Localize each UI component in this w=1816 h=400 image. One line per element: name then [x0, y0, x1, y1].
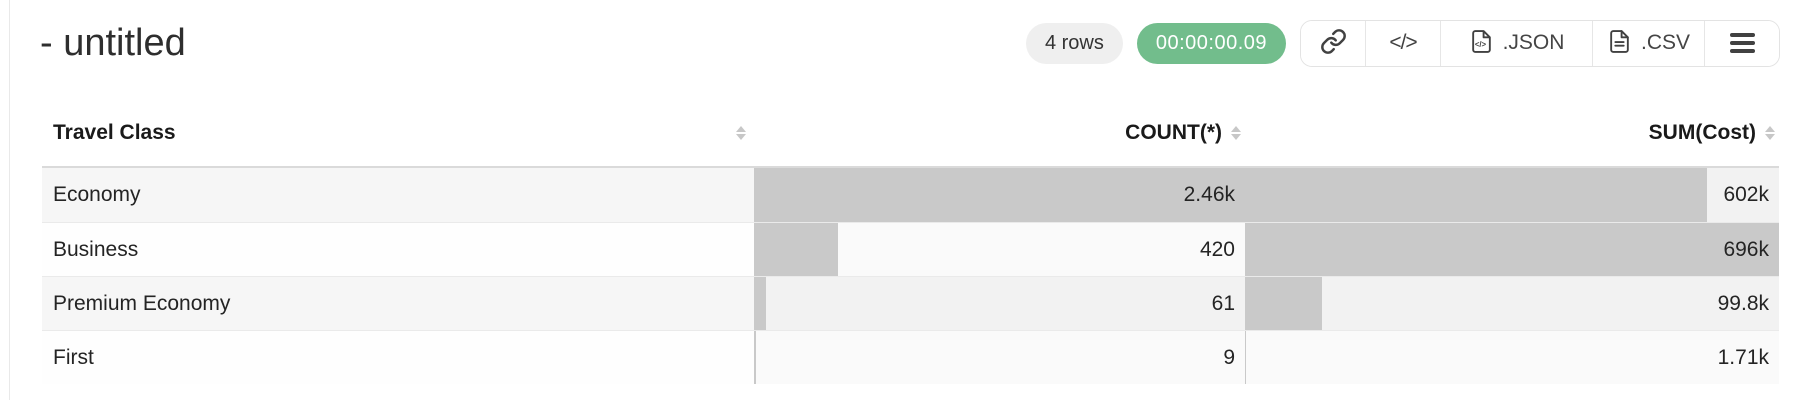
count-cell[interactable]: 9	[754, 331, 1245, 384]
count-data-bar	[754, 331, 756, 384]
export-button-group: </> </> .JSON	[1300, 19, 1780, 67]
copy-link-button[interactable]	[1301, 20, 1365, 66]
count-value: 2.46k	[1183, 183, 1235, 206]
sum-cost-cell[interactable]: 696k	[1245, 223, 1779, 276]
count-data-bar	[754, 277, 767, 330]
sum-cost-value: 696k	[1723, 237, 1769, 261]
table-row[interactable]: Economy 2.46k 602k	[42, 168, 1779, 222]
table-header-row: Travel Class COUNT(*) SUM(Cost)	[42, 100, 1779, 168]
top-bar: - untitled 4 rows 00:00:00.09 </>	[40, 17, 1780, 69]
sum-cost-value: 602k	[1723, 183, 1769, 206]
sum-cost-data-bar	[1245, 168, 1707, 222]
table-row[interactable]: Premium Economy 61 99.8k	[42, 276, 1779, 330]
row-count-badge: 4 rows	[1025, 22, 1123, 64]
table-body: Economy 2.46k 602k Business 420 696k Pre…	[42, 168, 1779, 384]
sum-cost-data-bar	[1245, 331, 1247, 384]
count-data-bar	[754, 223, 838, 276]
sum-cost-value: 99.8k	[1717, 291, 1769, 315]
table-row[interactable]: Business 420 696k	[42, 222, 1779, 276]
sum-cost-cell[interactable]: 99.8k	[1245, 277, 1779, 330]
query-duration-badge: 00:00:00.09	[1136, 22, 1286, 64]
file-text-icon	[1607, 29, 1632, 57]
travel-class-cell[interactable]: Economy	[42, 168, 754, 222]
count-value: 9	[1223, 345, 1235, 369]
more-options-button[interactable]	[1704, 20, 1779, 66]
hamburger-menu-icon	[1729, 33, 1755, 53]
travel-class-cell[interactable]: Business	[42, 223, 754, 276]
sum-cost-data-bar	[1245, 277, 1322, 330]
link-icon	[1320, 28, 1347, 58]
count-value: 420	[1199, 237, 1235, 261]
export-json-button[interactable]: </> .JSON	[1440, 20, 1592, 66]
file-code-icon: </>	[1469, 29, 1494, 57]
panel-left-divider	[9, 0, 10, 400]
travel-class-value: Business	[53, 237, 139, 261]
sum-cost-value: 1.71k	[1717, 345, 1769, 369]
top-bar-actions: 4 rows 00:00:00.09 </>	[1025, 19, 1780, 67]
count-cell[interactable]: 420	[754, 223, 1245, 276]
svg-text:</>: </>	[1474, 40, 1486, 49]
travel-class-value: Premium Economy	[53, 291, 231, 315]
sum-cost-data-bar	[1245, 223, 1779, 276]
sum-cost-cell[interactable]: 1.71k	[1245, 331, 1779, 384]
column-header-count[interactable]: COUNT(*)	[754, 100, 1245, 166]
count-value: 61	[1211, 291, 1235, 315]
column-header-sum-cost[interactable]: SUM(Cost)	[1245, 100, 1779, 166]
travel-class-cell[interactable]: First	[42, 331, 754, 384]
query-title[interactable]: - untitled	[40, 21, 186, 64]
count-cell[interactable]: 61	[754, 277, 1245, 330]
sort-icon[interactable]	[1231, 126, 1241, 140]
sort-icon[interactable]	[736, 126, 746, 140]
travel-class-value: Economy	[53, 183, 141, 206]
view-code-button[interactable]: </>	[1365, 20, 1440, 66]
column-header-label: COUNT(*)	[1125, 121, 1222, 144]
result-table: Travel Class COUNT(*) SUM(Cost) Economy …	[42, 100, 1779, 384]
sum-cost-cell[interactable]: 602k	[1245, 168, 1779, 222]
export-csv-button[interactable]: .CSV	[1592, 20, 1704, 66]
sort-icon[interactable]	[1765, 126, 1775, 140]
column-header-label: SUM(Cost)	[1648, 121, 1756, 144]
code-icon: </>	[1389, 31, 1417, 54]
export-csv-label: .CSV	[1640, 31, 1690, 54]
export-json-label: .JSON	[1502, 31, 1565, 54]
travel-class-value: First	[53, 345, 94, 369]
count-data-bar	[754, 168, 1245, 222]
count-cell[interactable]: 2.46k	[754, 168, 1245, 222]
travel-class-cell[interactable]: Premium Economy	[42, 277, 754, 330]
column-header-travel-class[interactable]: Travel Class	[42, 100, 754, 166]
column-header-label: Travel Class	[53, 121, 176, 144]
table-row[interactable]: First 9 1.71k	[42, 330, 1779, 384]
